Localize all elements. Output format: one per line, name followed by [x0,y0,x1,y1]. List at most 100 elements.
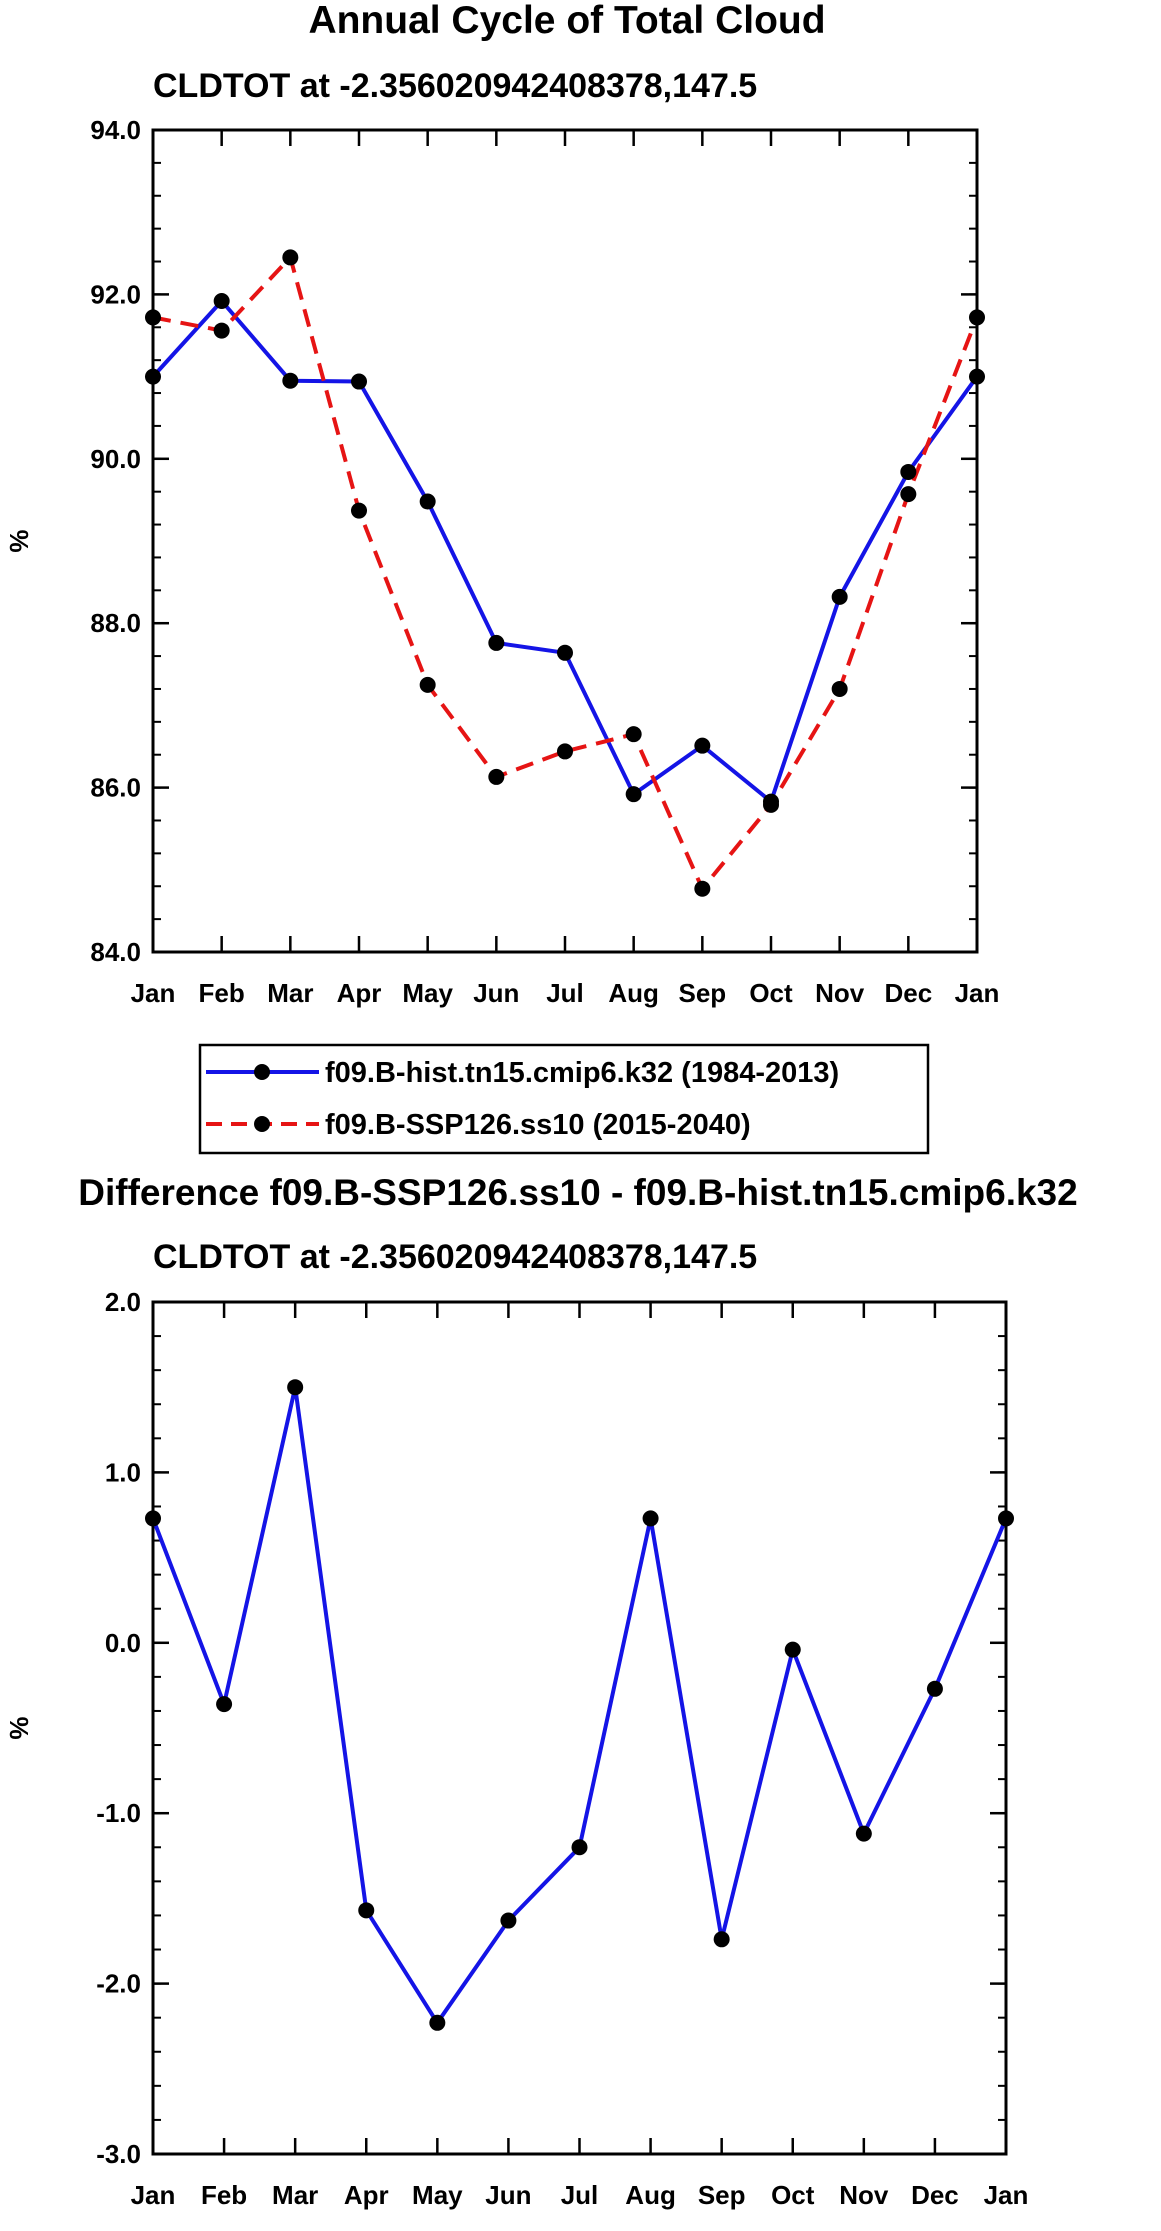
y-tick-label: -1.0 [96,1798,141,1828]
annual-cycle-chart: Annual Cycle of Total Cloud CLDTOT at -2… [4,0,1000,1155]
chart-2-title: Difference f09.B-SSP126.ss10 - f09.B-his… [78,1172,1077,1213]
data-point [287,1379,304,1396]
y-tick-label: 2.0 [105,1287,141,1317]
x-tick-label: May [412,2180,463,2210]
chart-1-x-tick-labels: Jan Feb Mar Apr May Jun Jul Aug Sep Oct Nov Dec Jan [131,978,1000,1008]
data-point [831,588,848,605]
data-point [358,1902,375,1919]
data-point [571,1839,588,1856]
data-point [855,1825,872,1842]
x-tick-label: Apr [344,2180,389,2210]
data-point [145,368,161,385]
x-tick-label: Jan [131,978,176,1008]
x-tick-label: Aug [625,2180,676,2210]
x-tick-label: Jan [131,2180,176,2210]
x-tick-label: Feb [199,978,245,1008]
data-point [831,680,848,697]
chart-2-ticks [151,1300,1008,2156]
chart-2-series [145,1379,1014,2031]
x-tick-label: Jun [485,2180,531,2210]
x-tick-label: Jan [955,978,1000,1008]
chart-1-ticks [151,128,979,954]
data-point [694,880,711,897]
y-tick-label: 0.0 [105,1628,141,1658]
x-tick-label: Mar [272,2180,318,2210]
data-point [488,634,505,651]
y-tick-label: 86.0 [90,773,141,803]
data-point [419,493,436,510]
x-tick-label: Jan [984,2180,1029,2210]
data-point [429,2014,446,2031]
y-tick-label: 94.0 [90,115,141,145]
chart-2-y-tick-labels: -3.0 -2.0 -1.0 0.0 1.0 2.0 [96,1287,141,2169]
x-tick-label: Nov [839,2180,889,2210]
chart-2-x-tick-labels: Jan Feb Mar Apr May Jun Jul Aug Sep Oct Nov Dec Jan [131,2180,1029,2210]
legend-hist-marker [254,1064,270,1080]
x-tick-label: Sep [698,2180,746,2210]
data-point [900,486,917,503]
data-point [500,1912,517,1929]
legend-hist-label: f09.B-hist.tn15.cmip6.k32 (1984-2013) [325,1057,839,1089]
data-point [926,1680,943,1697]
data-point [145,1510,161,1527]
difference-chart: Difference f09.B-SSP126.ss10 - f09.B-his… [4,1172,1078,2210]
data-point [969,368,985,385]
chart-2-plot-frame [151,1300,1008,2156]
chart-1-subtitle: CLDTOT at -2.356020942408378,147.5 [153,67,757,105]
x-tick-label: Apr [337,978,382,1008]
y-tick-label: 88.0 [90,608,141,638]
data-point [713,1931,730,1948]
data-point [282,372,299,389]
y-tick-label: 92.0 [90,279,141,309]
data-point [216,1696,233,1713]
chart-1-y-tick-labels: 84.0 86.0 88.0 90.0 92.0 94.0 [90,115,141,967]
data-point [419,676,436,693]
x-tick-label: Dec [884,978,932,1008]
data-point [625,786,642,803]
chart-1-title: Annual Cycle of Total Cloud [308,0,825,42]
chart-1-legend: f09.B-hist.tn15.cmip6.k32 (1984-2013) f0… [198,1043,930,1155]
data-point [763,796,779,813]
data-point [351,502,367,519]
x-tick-label: Sep [678,978,726,1008]
data-point [969,309,985,326]
y-tick-label: 84.0 [90,937,141,967]
x-tick-label: Oct [749,978,793,1008]
data-point [351,373,367,390]
chart-2-subtitle: CLDTOT at -2.356020942408378,147.5 [153,1238,757,1276]
series-line-1 [151,299,979,804]
series-line-1 [151,1385,1008,2025]
x-tick-label: May [402,978,453,1008]
x-tick-label: Mar [267,978,313,1008]
data-point [488,768,505,785]
data-point [557,644,573,661]
chart-2-y-axis-label: % [4,1716,34,1739]
data-point [213,322,230,339]
y-tick-label: -2.0 [96,1969,141,1999]
y-tick-label: 90.0 [90,444,141,474]
x-tick-label: Jul [561,2180,599,2210]
chart-1-plot-frame [151,128,979,954]
x-tick-label: Dec [911,2180,959,2210]
x-tick-label: Aug [608,978,659,1008]
data-point [282,249,299,266]
legend-ssp-label: f09.B-SSP126.ss10 (2015-2040) [325,1109,751,1141]
y-tick-label: 1.0 [105,1457,141,1487]
data-point [998,1510,1014,1527]
data-point [557,743,573,760]
data-point [625,726,642,743]
y-tick-label: -3.0 [96,2139,141,2169]
x-tick-label: Nov [815,978,865,1008]
data-point [145,309,161,326]
data-point [784,1641,801,1658]
data-point [213,292,230,309]
x-tick-label: Jun [473,978,519,1008]
legend-box [198,1043,930,1155]
x-tick-label: Jul [546,978,584,1008]
legend-ssp-marker [254,1116,270,1132]
data-point [642,1510,659,1527]
chart-1-y-axis-label: % [4,529,34,552]
chart-1-series [145,249,985,897]
data-point [694,737,711,754]
